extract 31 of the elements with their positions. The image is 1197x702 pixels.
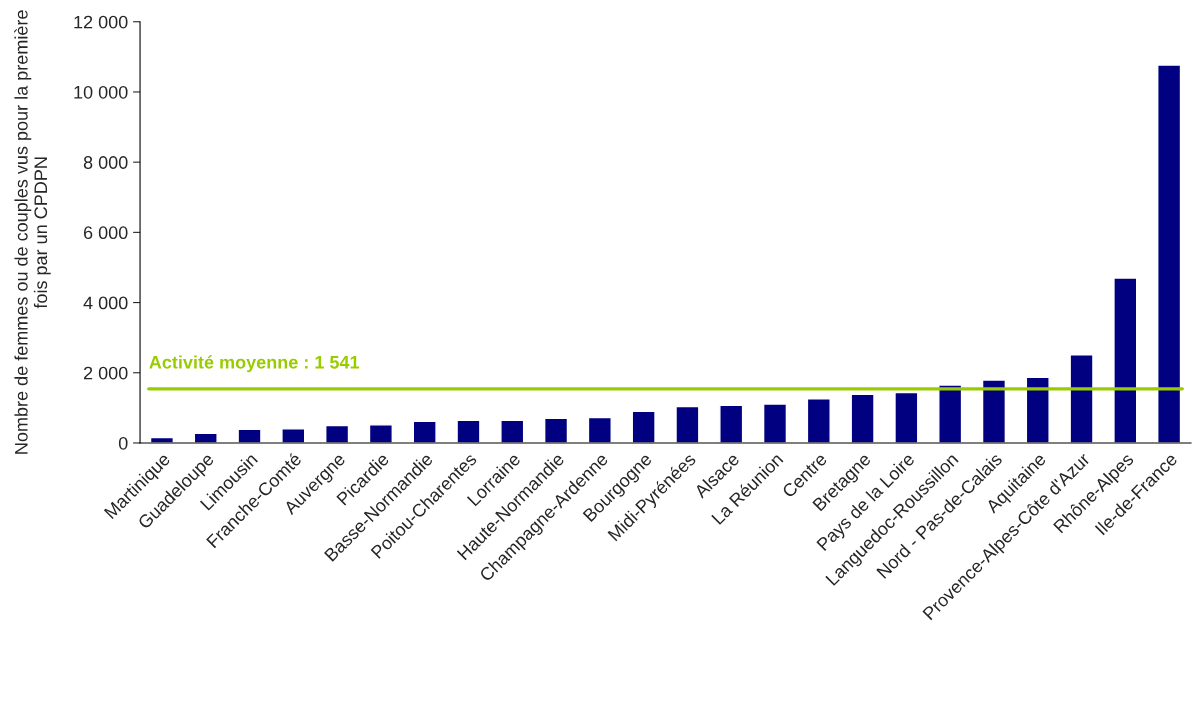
y-tick-label: 2 000 bbox=[83, 366, 128, 380]
bar bbox=[675, 405, 700, 443]
bar bbox=[762, 403, 788, 443]
y-tick-label: 4 000 bbox=[83, 296, 128, 310]
bar bbox=[500, 419, 525, 443]
bar bbox=[938, 384, 963, 443]
bar bbox=[631, 410, 656, 443]
bar bbox=[981, 379, 1007, 443]
bar bbox=[456, 419, 481, 443]
bar bbox=[850, 393, 875, 443]
bar bbox=[412, 420, 437, 443]
bar bbox=[325, 424, 350, 443]
bar bbox=[1069, 353, 1094, 443]
y-tick-label: 10 000 bbox=[74, 85, 128, 99]
bar bbox=[237, 428, 262, 443]
y-tick-label: 0 bbox=[118, 436, 128, 450]
bar bbox=[543, 417, 569, 443]
y-axis-title: Nombre de femmes ou de couples vus pour la première fois par un CPDPN bbox=[14, 10, 51, 454]
bar bbox=[1157, 64, 1182, 443]
bar bbox=[1113, 277, 1138, 443]
y-tick-label: 8 000 bbox=[83, 156, 128, 169]
bar bbox=[894, 391, 919, 443]
bar bbox=[281, 428, 306, 443]
y-tick-label: 6 000 bbox=[83, 226, 128, 240]
bar bbox=[587, 416, 612, 443]
bar bbox=[1025, 376, 1050, 443]
bar bbox=[719, 404, 744, 443]
ref-line-label: Activité moyenne : 1 541 bbox=[149, 355, 360, 373]
bar bbox=[368, 424, 393, 443]
y-tick-label: 12 000 bbox=[74, 15, 128, 29]
bar bbox=[806, 398, 831, 443]
